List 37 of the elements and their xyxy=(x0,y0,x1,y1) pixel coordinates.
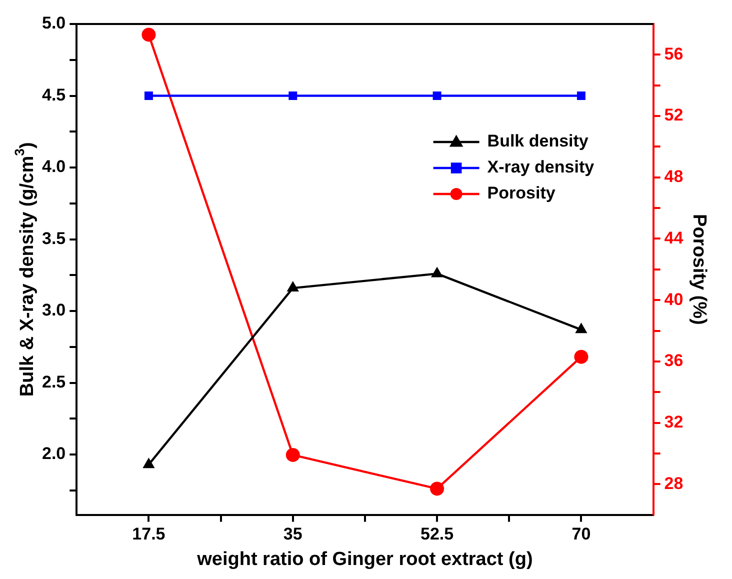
point xyxy=(574,350,588,364)
point xyxy=(576,92,586,100)
point xyxy=(288,92,298,100)
y2-tick-label: 48 xyxy=(664,167,684,186)
y2-tick-label: 36 xyxy=(664,351,684,370)
point xyxy=(432,92,442,100)
y2-tick-label: 40 xyxy=(664,290,684,309)
legend-label: Bulk density xyxy=(487,132,589,151)
y-axis-title: Bulk & X-ray density (g/cm3) xyxy=(12,142,38,397)
y-tick-label: 3.0 xyxy=(42,300,66,320)
point xyxy=(286,448,300,462)
x-axis-title: weight ratio of Ginger root extract (g) xyxy=(196,548,533,570)
legend-label: Porosity xyxy=(487,184,556,203)
point xyxy=(142,28,156,42)
x-tick-label: 35 xyxy=(283,524,302,544)
y2-tick-label: 28 xyxy=(664,474,684,493)
y-tick-label: 4.0 xyxy=(42,157,66,176)
y-tick-label: 2.0 xyxy=(42,444,66,464)
x-tick-label: 52.5 xyxy=(420,524,454,544)
y2-axis-title: Porosity (%) xyxy=(688,214,710,325)
y2-tick-label: 52 xyxy=(664,106,684,125)
point xyxy=(286,281,299,292)
y2-tick-label: 32 xyxy=(664,412,684,432)
x-tick-label: 17.5 xyxy=(132,524,166,544)
x-tick-label: 70 xyxy=(572,524,591,544)
y-tick-label: 2.5 xyxy=(42,372,66,392)
y2-tick-label: 44 xyxy=(664,228,684,248)
point xyxy=(142,458,155,468)
point xyxy=(575,322,588,334)
legend-label: X-ray density xyxy=(487,158,595,177)
y-tick-label: 5.0 xyxy=(42,14,66,33)
point xyxy=(430,266,444,278)
point xyxy=(144,92,153,100)
point xyxy=(430,482,444,496)
y-tick-label: 3.5 xyxy=(42,228,66,248)
y-tick-label: 4.5 xyxy=(42,85,66,104)
y2-tick-label: 56 xyxy=(664,44,684,64)
